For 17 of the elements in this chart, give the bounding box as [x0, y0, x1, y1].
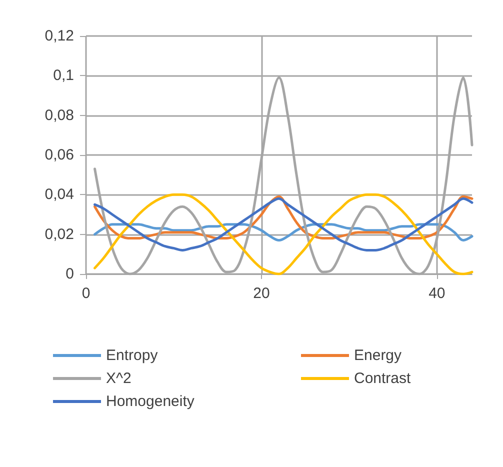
legend-label: Contrast	[354, 370, 412, 387]
x-tick-label: 40	[428, 285, 446, 302]
legend-label: Energy	[354, 347, 402, 364]
y-tick-label: 0,02	[44, 226, 74, 243]
legend-label: Entropy	[106, 347, 158, 364]
line-series	[94, 193, 474, 276]
y-tick-label: 0,08	[44, 106, 74, 124]
legend-label: X^2	[106, 370, 132, 387]
x-tick-label: 0	[82, 285, 90, 302]
y-tick-label: 0,1	[53, 67, 74, 84]
y-tick-label: 0	[66, 266, 74, 282]
line-series	[94, 197, 474, 252]
y-tick-label: 0,04	[44, 186, 74, 204]
legend-label: Homogeneity	[106, 393, 195, 410]
y-tick-label: 0,12	[44, 28, 74, 44]
y-tick-label: 0,06	[44, 146, 74, 164]
x-tick-label: 20	[253, 285, 270, 302]
